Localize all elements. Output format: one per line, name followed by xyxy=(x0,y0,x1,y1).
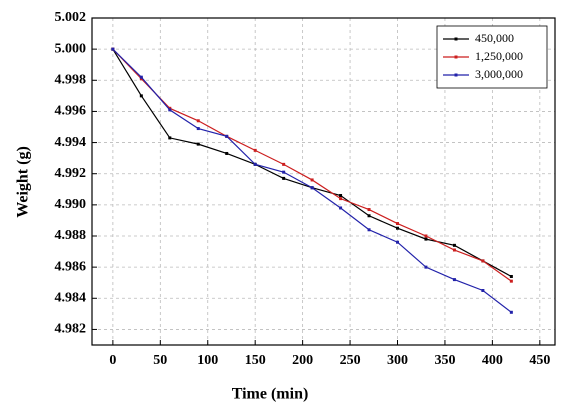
point xyxy=(509,279,513,283)
y-tick-label: 4.992 xyxy=(55,166,87,181)
point xyxy=(396,240,400,244)
point xyxy=(310,178,314,182)
point xyxy=(225,151,229,155)
point xyxy=(367,208,371,212)
point xyxy=(452,248,456,252)
legend-label: 450,000 xyxy=(475,31,514,45)
plot-frame xyxy=(91,17,556,346)
point xyxy=(509,310,513,314)
point xyxy=(282,176,286,180)
y-tick-label: 4.982 xyxy=(55,322,87,337)
point xyxy=(424,265,428,269)
y-tick-label: 4.988 xyxy=(55,228,87,243)
legend-label: 1,250,000 xyxy=(475,49,523,63)
point xyxy=(481,259,485,263)
x-tick-label: 100 xyxy=(197,353,218,368)
point xyxy=(396,226,400,230)
legend-marker xyxy=(454,37,458,41)
point xyxy=(424,237,428,241)
point xyxy=(452,243,456,247)
x-tick-label: 50 xyxy=(153,353,167,368)
x-tick-label: 300 xyxy=(387,353,408,368)
point xyxy=(396,222,400,226)
point xyxy=(196,127,200,131)
legend-label: 3,000,000 xyxy=(475,67,523,81)
point xyxy=(367,214,371,218)
point xyxy=(111,47,115,51)
point xyxy=(168,108,172,112)
point xyxy=(168,106,172,110)
point xyxy=(424,234,428,238)
legend: 450,000 1,250,000 3,000,000 xyxy=(436,25,548,89)
point xyxy=(509,274,513,278)
x-tick-label: 450 xyxy=(529,353,550,368)
y-tick-label: 4.984 xyxy=(55,291,87,306)
point xyxy=(339,206,343,210)
y-tick-label: 5.000 xyxy=(55,41,87,56)
point xyxy=(253,148,257,152)
y-tick-label: 4.986 xyxy=(55,259,87,274)
point xyxy=(452,278,456,282)
point xyxy=(139,77,143,81)
point xyxy=(139,94,143,98)
point xyxy=(339,197,343,201)
x-tick-label: 200 xyxy=(292,353,313,368)
y-tick-label: 4.996 xyxy=(55,104,87,119)
point xyxy=(282,162,286,166)
legend-marker xyxy=(454,55,458,59)
y-tick-label: 4.998 xyxy=(55,73,87,88)
y-axis-label: Weight (g) xyxy=(15,146,32,218)
x-tick-label: 400 xyxy=(482,353,503,368)
y-tick-label: 4.990 xyxy=(55,197,87,212)
point xyxy=(168,136,172,140)
point xyxy=(225,134,229,138)
x-axis-label: Time (min) xyxy=(232,386,309,403)
point xyxy=(196,119,200,123)
point xyxy=(310,186,314,190)
y-tick-label: 5.002 xyxy=(55,10,87,25)
legend-marker xyxy=(454,73,458,77)
point xyxy=(339,194,343,198)
point xyxy=(481,289,485,292)
x-tick-label: 0 xyxy=(109,353,116,368)
point xyxy=(282,170,286,174)
x-tick-label: 250 xyxy=(340,353,361,368)
point xyxy=(196,142,200,146)
point xyxy=(139,75,143,79)
point xyxy=(367,228,371,232)
y-tick-label: 4.994 xyxy=(55,135,87,150)
point xyxy=(253,162,257,166)
x-tick-label: 350 xyxy=(434,353,455,368)
x-tick-label: 150 xyxy=(245,353,266,368)
